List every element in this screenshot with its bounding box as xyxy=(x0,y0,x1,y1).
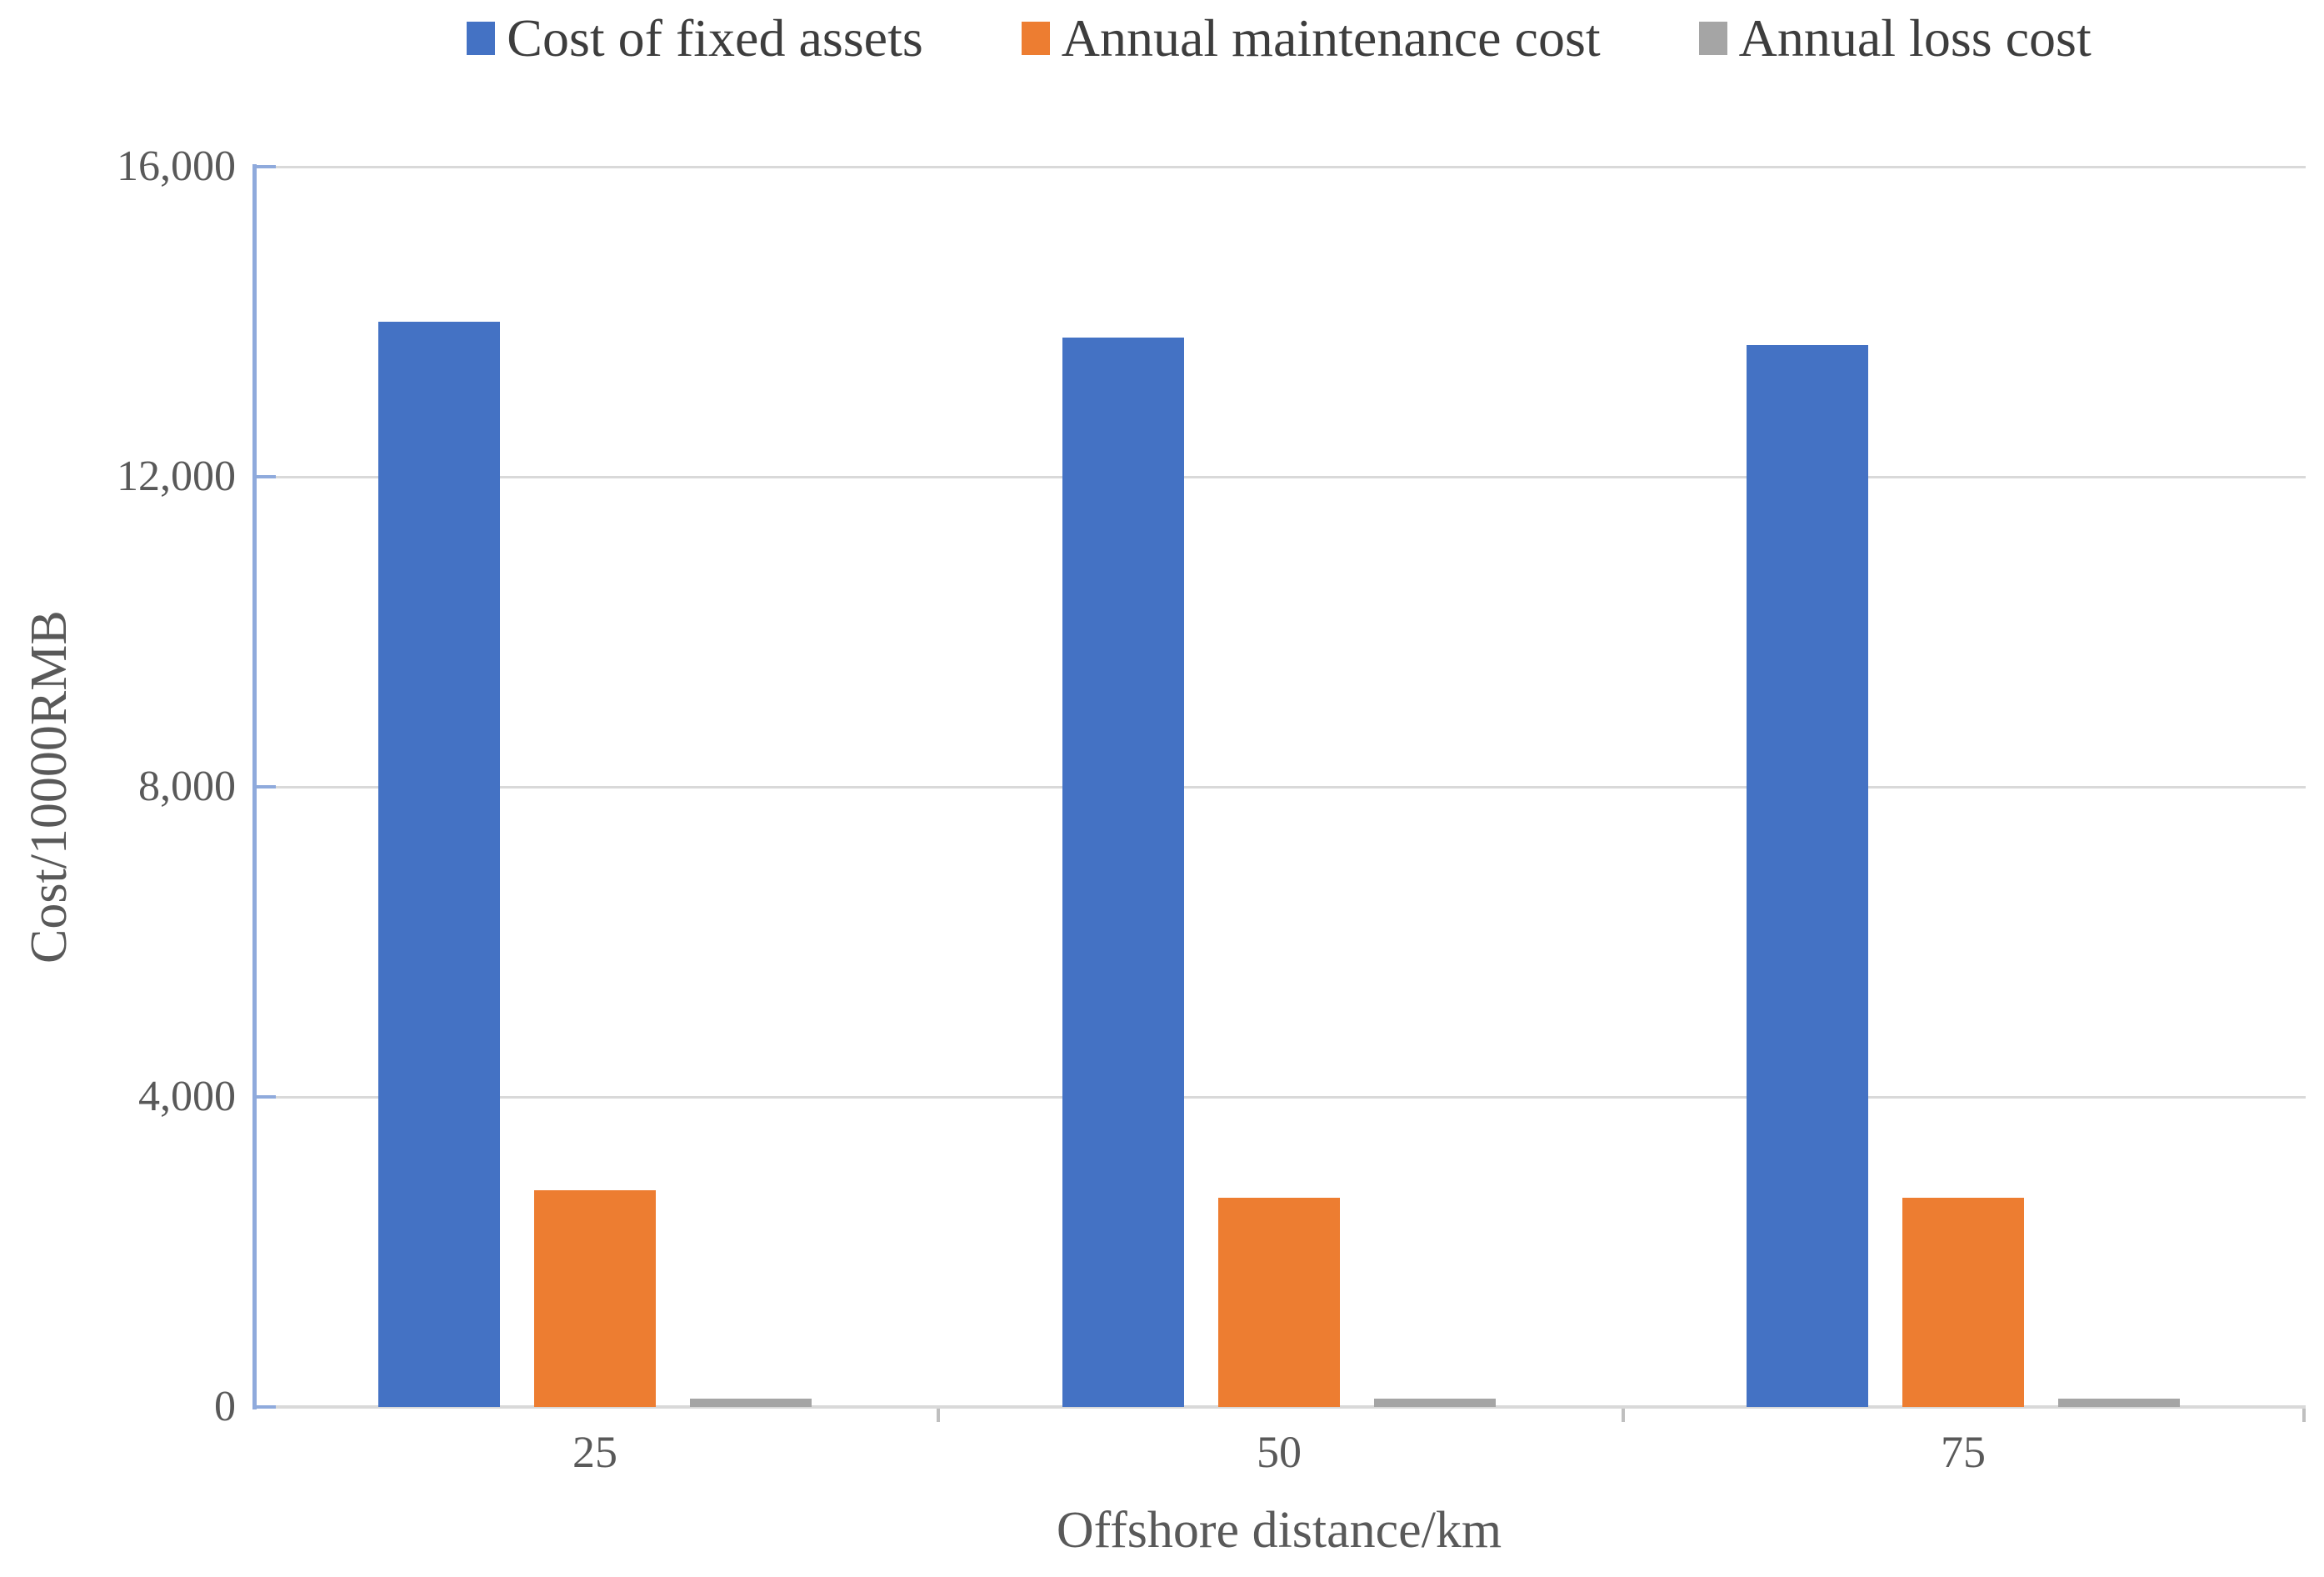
legend-swatch-annual-maintenance-cost xyxy=(1021,22,1050,55)
bar-annual-loss-cost-75 xyxy=(2058,1399,2180,1407)
chart-legend: Cost of fixed assets Annual maintenance … xyxy=(252,0,2306,77)
y-tick-label-12000: 12,000 xyxy=(117,453,236,500)
bar-cost-of-fixed-assets-50 xyxy=(1062,338,1184,1407)
x-tick-label-25: 25 xyxy=(572,1427,617,1477)
x-tick-label-50: 50 xyxy=(1257,1427,1302,1477)
y-tick-label-0: 0 xyxy=(214,1383,236,1430)
x-axis-tick-boundary-2 xyxy=(1621,1409,1625,1422)
y-tick-label-4000: 4,000 xyxy=(138,1073,236,1120)
legend-label-annual-maintenance-cost: Annual maintenance cost xyxy=(1061,8,1601,68)
x-axis-line xyxy=(252,1405,2306,1409)
x-axis-title: Offshore distance/km xyxy=(1056,1502,1502,1559)
gridline-12000 xyxy=(252,476,2306,478)
gridline-16000 xyxy=(252,166,2306,168)
y-tick-label-8000: 8,000 xyxy=(138,763,236,810)
y-axis-tick-16000 xyxy=(252,165,276,168)
y-axis-tick-8000 xyxy=(252,785,276,788)
gridline-4000 xyxy=(252,1096,2306,1099)
bar-annual-maintenance-cost-25 xyxy=(534,1190,656,1407)
x-tick-label-75: 75 xyxy=(1941,1427,1986,1477)
bar-annual-maintenance-cost-50 xyxy=(1218,1198,1340,1407)
x-axis-tick-boundary-3 xyxy=(2302,1409,2306,1422)
bar-annual-loss-cost-25 xyxy=(690,1399,812,1407)
bar-cost-of-fixed-assets-75 xyxy=(1747,345,1868,1407)
legend-item-annual-loss-cost: Annual loss cost xyxy=(1698,8,2092,68)
bar-annual-loss-cost-50 xyxy=(1374,1399,1496,1407)
y-axis-tick-4000 xyxy=(252,1095,276,1099)
plot-area xyxy=(252,164,2306,1422)
bar-annual-maintenance-cost-75 xyxy=(1902,1198,2024,1407)
gridline-8000 xyxy=(252,786,2306,788)
bar-cost-of-fixed-assets-25 xyxy=(378,322,500,1407)
legend-label-cost-of-fixed-assets: Cost of fixed assets xyxy=(507,8,923,68)
legend-item-cost-of-fixed-assets: Cost of fixed assets xyxy=(467,8,923,68)
y-tick-label-16000: 16,000 xyxy=(117,143,236,190)
y-axis-tick-0 xyxy=(252,1405,276,1409)
legend-swatch-cost-of-fixed-assets xyxy=(467,22,496,55)
legend-label-annual-loss-cost: Annual loss cost xyxy=(1738,8,2092,68)
x-axis-tick-boundary-1 xyxy=(937,1409,941,1422)
y-axis-tick-12000 xyxy=(252,475,276,478)
legend-item-annual-maintenance-cost: Annual maintenance cost xyxy=(1021,8,1601,68)
legend-swatch-annual-loss-cost xyxy=(1698,22,1727,55)
